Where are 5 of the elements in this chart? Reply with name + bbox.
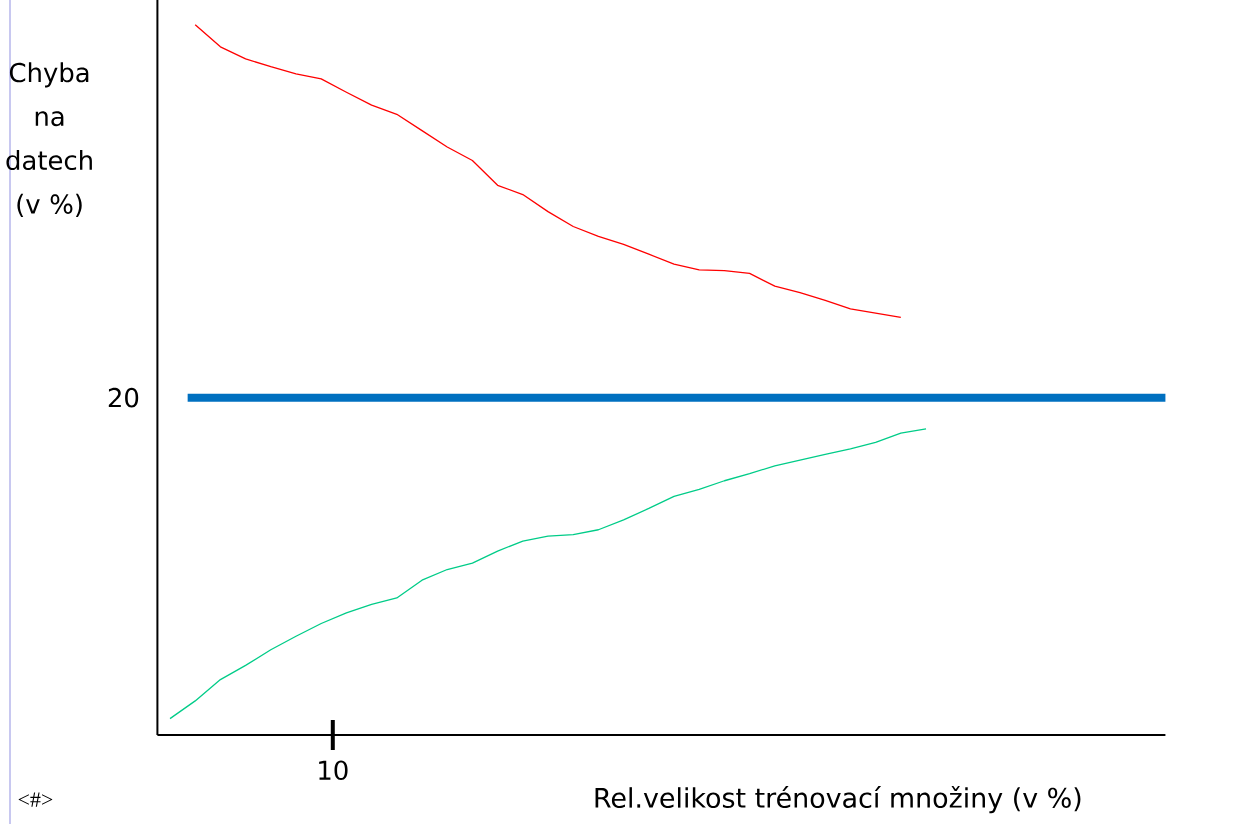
x-axis-title: Rel.velikost trénovací množiny (v %) — [595, 786, 1081, 814]
y-axis-title: Chyba na datech (v %) — [6, 62, 92, 217]
text: <#> — [18, 792, 53, 807]
text: 10 — [319, 760, 348, 781]
text: 20 — [108, 387, 139, 408]
